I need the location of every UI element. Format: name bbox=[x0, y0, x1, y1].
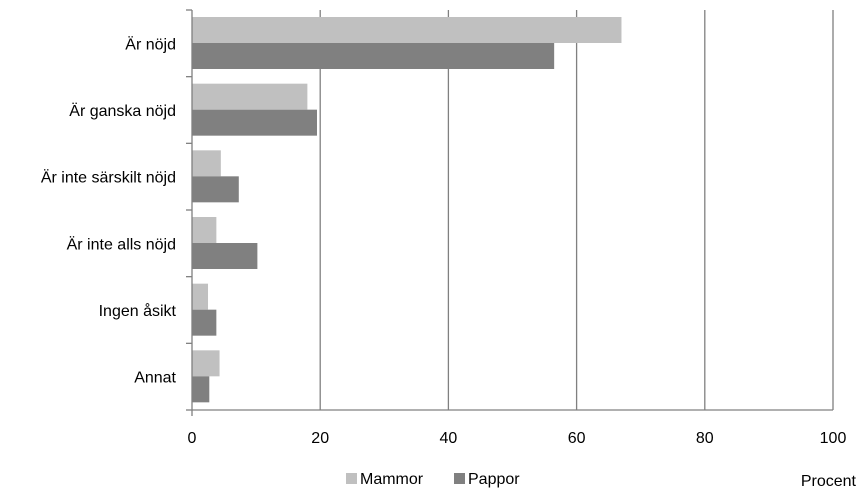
bar-pappor-1 bbox=[192, 109, 317, 136]
category-label-4: Ingen åsikt bbox=[99, 302, 177, 320]
category-label-2: Är inte särskilt nöjd bbox=[41, 169, 176, 187]
legend: Mammor Pappor bbox=[346, 471, 520, 488]
axes bbox=[186, 9, 833, 416]
bar-mammor-2 bbox=[192, 150, 221, 177]
tick-labels: 0 20 40 60 80 100 bbox=[188, 430, 847, 447]
bar-mammor-1 bbox=[192, 83, 308, 110]
bar-mammor-5 bbox=[192, 350, 220, 377]
bar-mammor-0 bbox=[192, 17, 622, 43]
bar-pappor-4 bbox=[192, 309, 217, 336]
x-tick-label-0: 0 bbox=[188, 430, 197, 447]
category-labels: Är nöjd Är ganska nöjd Är inte särskilt nö… bbox=[41, 35, 177, 386]
x-tick-label-80: 80 bbox=[696, 430, 714, 447]
bars bbox=[192, 17, 622, 403]
legend-label-pappor: Pappor bbox=[468, 471, 520, 488]
bar-mammor-3 bbox=[192, 217, 217, 243]
legend-label-mammor: Mammor bbox=[360, 471, 424, 488]
category-label-5: Annat bbox=[134, 370, 176, 387]
x-tick-label-20: 20 bbox=[311, 430, 329, 447]
category-label-3: Är inte alls nöjd bbox=[67, 235, 176, 253]
bar-pappor-0 bbox=[192, 43, 555, 69]
bar-pappor-3 bbox=[192, 243, 258, 269]
grid-lines bbox=[319, 10, 834, 410]
legend-swatch-mammor bbox=[346, 473, 357, 484]
bar-pappor-5 bbox=[192, 376, 210, 403]
x-tick-label-60: 60 bbox=[568, 430, 586, 447]
legend-swatch-pappor bbox=[454, 473, 465, 484]
category-label-0: Är nöjd bbox=[125, 35, 176, 53]
unit-label: Procent bbox=[801, 473, 857, 490]
category-label-1: Är ganska nöjd bbox=[69, 102, 176, 120]
x-tick-label-40: 40 bbox=[440, 430, 458, 447]
bar-mammor-4 bbox=[192, 283, 209, 310]
x-tick-label-100: 100 bbox=[820, 430, 847, 447]
bar-pappor-2 bbox=[192, 176, 239, 203]
